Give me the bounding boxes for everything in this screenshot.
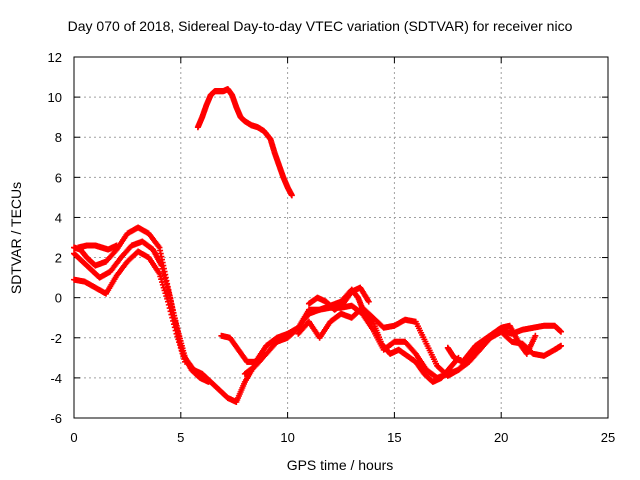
series-arc-8 xyxy=(295,304,565,379)
data-point xyxy=(163,293,170,300)
data-point xyxy=(177,344,184,351)
y-tick-label: 0 xyxy=(55,291,62,306)
x-tick-label: 25 xyxy=(601,430,615,445)
series-arc-9 xyxy=(305,284,372,313)
data-point xyxy=(158,262,165,269)
data-point xyxy=(288,192,295,199)
plot-frame xyxy=(73,56,609,419)
data-point xyxy=(164,298,171,305)
data-point xyxy=(175,336,182,343)
y-tick-label: 2 xyxy=(55,251,62,266)
series-arc-5 xyxy=(194,86,295,199)
y-axis: -6 -4 -2 0 2 4 6 8 10 12 xyxy=(48,50,608,426)
series-arc-3 xyxy=(71,248,189,365)
data-point xyxy=(182,358,189,365)
data-point xyxy=(167,308,174,315)
x-axis-label: GPS time / hours xyxy=(287,457,394,473)
y-tick-label: 10 xyxy=(48,90,62,105)
data-point xyxy=(172,327,179,334)
data-point xyxy=(165,301,172,308)
data-point xyxy=(532,332,539,339)
data-point xyxy=(166,305,173,312)
data-point xyxy=(178,347,185,354)
data-point xyxy=(161,287,168,294)
data-point xyxy=(171,324,178,331)
data-point xyxy=(181,356,188,363)
data-point xyxy=(179,350,186,357)
data-point xyxy=(157,273,164,280)
series-arc-4 xyxy=(75,242,120,253)
data-point xyxy=(558,342,565,349)
data-point xyxy=(160,284,167,291)
y-tick-label: -4 xyxy=(50,371,62,386)
data-point xyxy=(159,279,166,286)
data-point xyxy=(170,321,177,328)
data-point xyxy=(156,270,163,277)
y-tick-label: -2 xyxy=(50,331,62,346)
data-point xyxy=(161,272,168,279)
x-tick-label: 15 xyxy=(387,430,401,445)
data-point xyxy=(205,378,212,385)
data-point xyxy=(158,276,165,283)
x-tick-label: 20 xyxy=(494,430,508,445)
data-point xyxy=(159,281,166,288)
x-tick-label: 10 xyxy=(280,430,294,445)
y-tick-label: 4 xyxy=(55,210,62,225)
data-point xyxy=(170,317,177,324)
data-point xyxy=(159,265,166,272)
data-point xyxy=(365,298,372,305)
series-arc-10 xyxy=(444,322,539,365)
data-point xyxy=(176,339,183,346)
x-tick-label: 0 xyxy=(70,430,77,445)
data-point xyxy=(180,353,187,360)
grid-lines xyxy=(74,57,608,418)
data-point xyxy=(161,275,168,282)
data-point xyxy=(113,242,120,249)
data-point xyxy=(173,330,180,337)
x-axis: 0 5 10 15 20 25 xyxy=(70,57,615,445)
y-tick-label: 8 xyxy=(55,130,62,145)
y-axis-label: SDTVAR / TECUs xyxy=(8,182,24,294)
data-points xyxy=(71,86,565,405)
data-point xyxy=(174,333,181,340)
data-point xyxy=(176,341,183,348)
y-tick-label: 6 xyxy=(55,170,62,185)
chart-title: Day 070 of 2018, Sidereal Day-to-day VTE… xyxy=(68,18,573,34)
data-point xyxy=(169,314,176,321)
data-point xyxy=(168,311,175,318)
data-point xyxy=(558,328,565,335)
y-tick-label: -6 xyxy=(50,411,62,426)
data-point xyxy=(164,295,171,302)
y-tick-label: 12 xyxy=(48,50,62,65)
data-point xyxy=(162,290,169,297)
x-tick-label: 5 xyxy=(177,430,184,445)
